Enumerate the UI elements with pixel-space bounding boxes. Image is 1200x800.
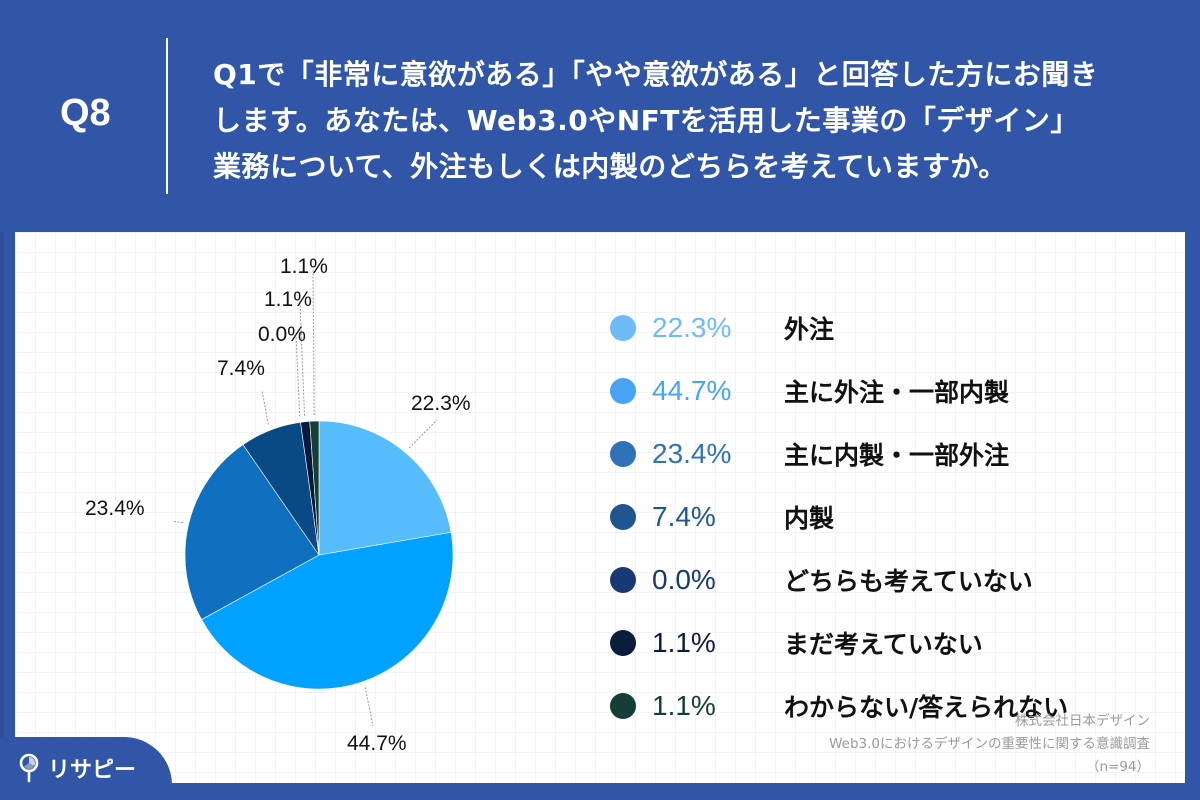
legend-dot-icon <box>610 377 636 404</box>
legend-percent: 1.1% <box>652 626 716 658</box>
legend-dot-icon <box>610 629 636 656</box>
legend-item: 1.1% わからない/答えられない <box>610 674 1068 737</box>
legend-item: 22.3% 外注 <box>610 296 1068 359</box>
pie-label-outsource: 22.3% <box>411 392 471 415</box>
brand-logo: リサピー <box>18 752 136 784</box>
legend-item: 1.1% まだ考えていない <box>610 611 1068 674</box>
pie-label-unknown: 1.1% <box>280 255 328 278</box>
legend-percent: 23.4% <box>652 437 732 469</box>
legend-percent: 0.0% <box>652 563 716 595</box>
legend-percent: 7.4% <box>652 500 716 532</box>
source-survey: Web3.0におけるデザインの重要性に関する意識調査 <box>829 736 1150 752</box>
legend-label: 内製 <box>784 503 835 533</box>
pie-slice <box>309 420 320 556</box>
legend-label: 主に内製・一部外注 <box>784 440 1010 470</box>
source-company: 株式会社日本デザイン <box>1015 713 1150 729</box>
question-line: します。あなたは、Web3.0やNFTを活用した事業の「デザイン」 <box>213 104 1079 137</box>
question-line: Q1で「非常に意欲がある」「やや意欲がある」と回答した方にお聞き <box>213 58 1099 91</box>
chart-legend: 22.3% 外注 44.7% 主に外注・一部内製 23.4% 主に内製・一部外注… <box>610 296 1068 737</box>
legend-label: まだ考えていない <box>784 629 983 659</box>
pie-slices <box>184 420 454 690</box>
source-note: 株式会社日本デザイン Web3.0におけるデザインの重要性に関する意識調査 （n… <box>829 710 1150 779</box>
legend-dot-icon <box>610 692 636 719</box>
question-line: 業務について、外注もしくは内製のどちらを考えていますか。 <box>213 150 1007 183</box>
legend-percent: 44.7% <box>652 374 732 406</box>
legend-item: 23.4% 主に内製・一部外注 <box>610 422 1068 485</box>
legend-item: 7.4% 内製 <box>610 485 1068 548</box>
question-number: Q8 <box>60 92 111 134</box>
legend-label: わからない/答えられない <box>784 692 1069 722</box>
legend-item: 0.0% どちらも考えていない <box>610 548 1068 611</box>
legend-label: 主に外注・一部内製 <box>784 377 1010 407</box>
pie-label-mostly-outsource: 44.7% <box>347 732 407 755</box>
header-divider <box>166 38 168 194</box>
left-edge-stripe <box>0 232 4 800</box>
pie-label-neither: 0.0% <box>258 323 306 346</box>
source-sample-size: （n=94） <box>1085 759 1150 775</box>
pie-label-not-yet: 1.1% <box>264 288 312 311</box>
pie-slice <box>201 532 454 690</box>
question-text: Q1で「非常に意欲がある」「やや意欲がある」と回答した方にお聞き します。あなた… <box>213 52 1173 190</box>
magnifier-pin-icon <box>19 753 39 783</box>
legend-percent: 22.3% <box>652 311 732 343</box>
legend-percent: 1.1% <box>652 689 716 721</box>
pie-slice <box>184 444 320 620</box>
legend-label: 外注 <box>784 314 835 344</box>
logo-text: リサピー <box>48 758 137 783</box>
pie-slice <box>318 420 452 556</box>
pie-label-inhouse: 7.4% <box>217 357 265 380</box>
legend-dot-icon <box>610 503 636 530</box>
legend-item: 44.7% 主に外注・一部内製 <box>610 359 1068 422</box>
pie-label-mostly-inhouse: 23.4% <box>85 497 145 520</box>
legend-dot-icon <box>610 566 636 593</box>
legend-dot-icon <box>610 314 636 341</box>
leader-lines <box>171 269 438 727</box>
legend-label: どちらも考えていない <box>784 566 1033 596</box>
legend-dot-icon <box>610 440 636 467</box>
